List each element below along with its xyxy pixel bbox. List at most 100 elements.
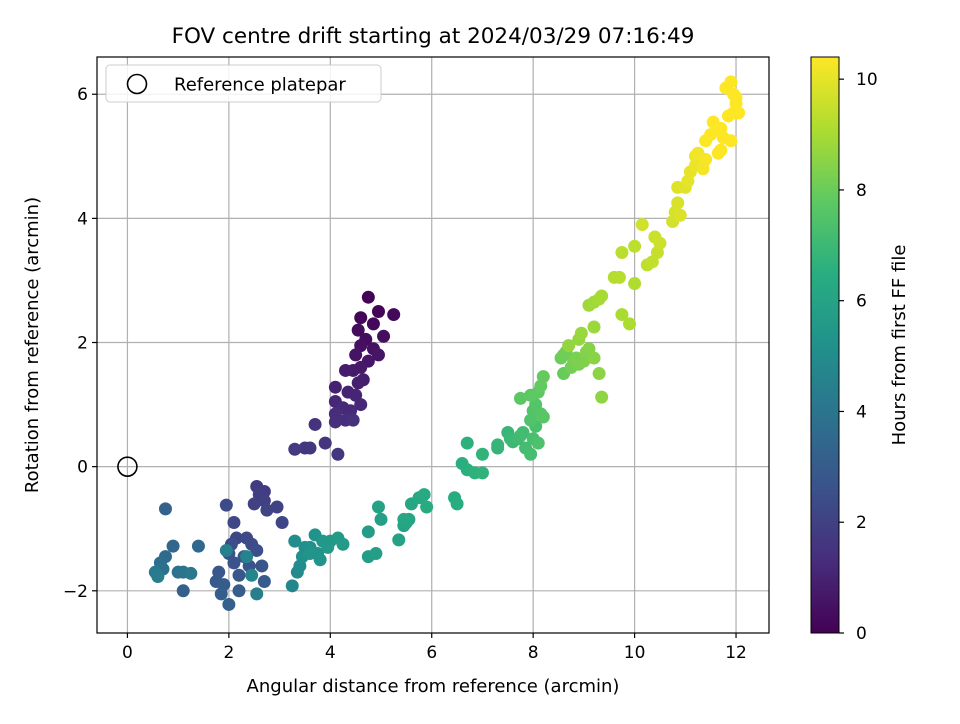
scatter-point: [288, 442, 302, 456]
scatter-point: [531, 436, 545, 450]
scatter-point: [374, 512, 388, 526]
scatter-point: [726, 87, 740, 101]
scatter-point: [219, 543, 233, 557]
scatter-point: [450, 497, 464, 511]
scatter-point: [615, 308, 629, 322]
scatter-point: [227, 516, 241, 530]
scatter-point: [714, 121, 728, 135]
y-tick-label: 2: [77, 334, 88, 354]
colorbar-tick-label: 8: [856, 181, 867, 201]
y-tick-label: 6: [77, 85, 88, 105]
scatter-point: [653, 236, 667, 250]
scatter-point: [366, 317, 380, 331]
y-axis-label: Rotation from reference (arcmin): [22, 197, 43, 493]
scatter-point: [321, 540, 335, 554]
scatter-point: [592, 367, 606, 381]
colorbar-label: Hours from first FF file: [889, 245, 910, 446]
scatter-point: [232, 568, 246, 582]
scatter-point: [308, 417, 322, 431]
colorbar-gradient: [810, 56, 840, 634]
x-tick-label: 12: [725, 643, 747, 663]
scatter-point: [351, 323, 365, 337]
scatter-point: [354, 398, 368, 412]
scatter-point: [151, 570, 165, 584]
scatter-point: [417, 488, 431, 502]
scatter-point: [214, 587, 228, 601]
scatter-point: [318, 436, 332, 450]
colorbar: 0 2 4 6 8 10 Hours from first FF file: [810, 56, 910, 644]
scatter-point: [699, 152, 713, 166]
scatter-point: [392, 533, 406, 547]
scatter-point: [255, 559, 269, 573]
scatter-point: [724, 134, 738, 148]
colorbar-tick-label: 6: [856, 292, 867, 312]
scatter-point: [349, 348, 363, 362]
legend-label: Reference platepar: [174, 75, 346, 96]
legend: Reference platepar: [105, 64, 382, 103]
scatter-point: [635, 218, 649, 232]
x-axis-label: Angular distance from reference (arcmin): [247, 676, 620, 697]
x-axis: 0 2 4 6 8 10 12: [122, 633, 747, 663]
scatter-point: [671, 196, 685, 210]
x-tick-label: 6: [426, 643, 437, 663]
scatter-point: [612, 270, 626, 284]
scatter-point: [240, 550, 254, 564]
scatter-point: [336, 537, 350, 551]
scatter-point: [298, 441, 312, 455]
scatter-point: [288, 534, 302, 548]
scatter-point: [371, 500, 385, 514]
x-tick-label: 4: [325, 643, 336, 663]
colorbar-ticks: 0 2 4 6 8 10: [839, 70, 878, 644]
x-tick-label: 10: [624, 643, 646, 663]
scatter-point: [245, 568, 259, 582]
scatter-point: [313, 553, 327, 567]
scatter-point: [227, 556, 241, 570]
legend-box: [105, 64, 382, 103]
scatter-point: [460, 436, 474, 450]
scatter-point: [176, 584, 190, 598]
scatter-point: [387, 308, 401, 322]
scatter-point: [184, 566, 198, 580]
y-tick-label: 4: [77, 209, 88, 229]
scatter-point: [491, 438, 505, 452]
scatter-point: [516, 426, 530, 440]
scatter-point: [420, 500, 434, 514]
scatter-point: [574, 326, 588, 340]
scatter-point: [328, 380, 342, 394]
scatter-point: [331, 447, 345, 461]
scatter-point: [250, 587, 264, 601]
scatter-point: [711, 146, 725, 160]
scatter-point: [595, 289, 609, 303]
plot-frame: [96, 56, 770, 634]
chart-title: FOV centre drift starting at 2024/03/29 …: [172, 24, 695, 49]
scatter-point: [275, 516, 289, 530]
scatter-point: [270, 500, 284, 514]
legend-marker-open-circle: [126, 73, 148, 95]
scatter-point: [524, 447, 538, 461]
scatter-point: [628, 277, 642, 291]
scatter-point: [536, 370, 550, 384]
scatter-point: [587, 351, 601, 365]
scatter-point: [191, 539, 205, 553]
colorbar-tick-label: 0: [856, 624, 867, 644]
x-tick-label: 2: [223, 643, 234, 663]
scatter-point: [623, 317, 637, 331]
scatter-point: [232, 584, 246, 598]
y-tick-label: −2: [63, 582, 88, 602]
scatter-point: [475, 466, 489, 480]
scatter-point: [303, 547, 317, 561]
scatter-point: [371, 348, 385, 362]
scatter-point: [285, 579, 299, 593]
scatter-point: [351, 376, 365, 390]
data-points: [148, 75, 746, 611]
scatter-point: [158, 502, 172, 516]
y-axis: −2 0 2 4 6: [63, 85, 97, 602]
x-tick-label: 8: [528, 643, 539, 663]
scatter-point: [371, 304, 385, 318]
scatter-point: [475, 447, 489, 461]
scatter-point: [219, 498, 233, 512]
scatter-point: [377, 329, 391, 343]
scatter-point: [369, 547, 383, 561]
scatter-point: [615, 246, 629, 260]
